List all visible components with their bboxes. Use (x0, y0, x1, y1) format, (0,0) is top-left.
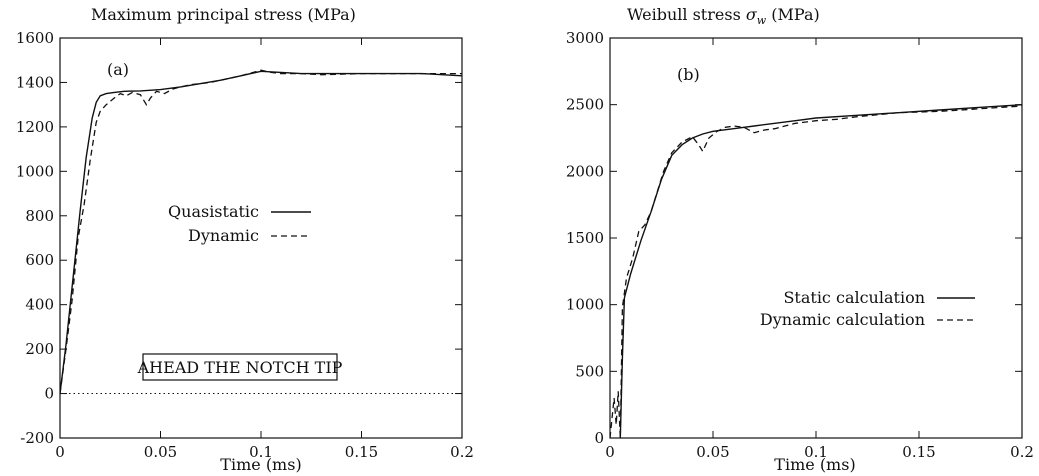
chart-title-b-prefix: Weibull stress (627, 5, 746, 24)
y-tick-label: 800 (25, 207, 54, 225)
chart-title-b-subscript: w (757, 14, 767, 27)
y-tick-label: 0 (594, 429, 604, 447)
chart-title-a: Maximum principal stress (MPa) (91, 5, 356, 24)
y-tick-label: 1000 (16, 162, 54, 180)
chart-title-b: Weibull stress σw (MPa) (627, 5, 820, 27)
plot-frame-b (609, 37, 1023, 439)
chart-panel-b: Weibull stress σw (MPa) 0 500 1000 1500 2000… (566, 5, 1034, 474)
y-tick-label: 2500 (566, 96, 604, 114)
x-tick-label: 0.1 (804, 443, 828, 461)
y-tick-label: 1200 (16, 118, 54, 136)
x-tick-label: 0.15 (902, 443, 935, 461)
x-tick-label: 0.1 (249, 443, 273, 461)
y-tick-label: 2000 (566, 162, 604, 180)
y-tick-label: 400 (25, 296, 54, 314)
x-tick-label: 0.05 (696, 443, 729, 461)
y-tick-label: -200 (20, 429, 54, 447)
y-tick-label: 500 (575, 362, 604, 380)
chart-title-b-suffix: (MPa) (766, 5, 820, 24)
ticks-b: 0 500 1000 1500 2000 2500 3000 0 0.05 0.1 0.15 0.2 (566, 29, 1034, 461)
x-tick-label: 0 (605, 443, 615, 461)
x-axis-label-a: Time (ms) (220, 455, 301, 474)
series-line-dynamic (60, 69, 462, 394)
chart-panel-a: Maximum principal stress (MPa) -20002004… (16, 5, 474, 474)
panel-label-b: (b) (677, 65, 700, 84)
y-tick-label: 1400 (16, 73, 54, 91)
y-tick-label: 1600 (16, 29, 54, 47)
x-tick-label: 0.2 (450, 443, 474, 461)
y-tick-label: 1000 (566, 296, 604, 314)
series-line-quasistatic (60, 70, 462, 394)
legend-a: Quasistatic Dynamic (168, 202, 311, 245)
y-tick-label: 3000 (566, 29, 604, 47)
annotation-text: AHEAD THE NOTCH TIP (137, 358, 343, 377)
x-tick-label: 0.15 (345, 443, 378, 461)
y-tick-label: 600 (25, 251, 54, 269)
chart-title-b-sigma: σ (746, 5, 758, 24)
y-tick-label: 200 (25, 340, 54, 358)
legend-label-static-calculation: Static calculation (783, 288, 925, 307)
x-tick-label: 0.05 (144, 443, 177, 461)
legend-label-quasistatic: Quasistatic (168, 202, 259, 221)
legend-b: Static calculation Dynamic calculation (760, 288, 975, 329)
x-axis-label-b: Time (ms) (774, 455, 855, 474)
y-tick-label: 1500 (566, 229, 604, 247)
legend-label-dynamic-calculation: Dynamic calculation (760, 310, 925, 329)
series-line-static-calculation (619, 104, 1022, 438)
legend-label-dynamic: Dynamic (188, 226, 259, 245)
panel-label-a: (a) (107, 60, 129, 79)
y-tick-label: 0 (44, 385, 54, 403)
series-line-dynamic-calculation (610, 105, 1022, 438)
x-tick-label: 0.2 (1010, 443, 1034, 461)
annotation-box (142, 353, 338, 381)
x-tick-label: 0 (55, 443, 65, 461)
